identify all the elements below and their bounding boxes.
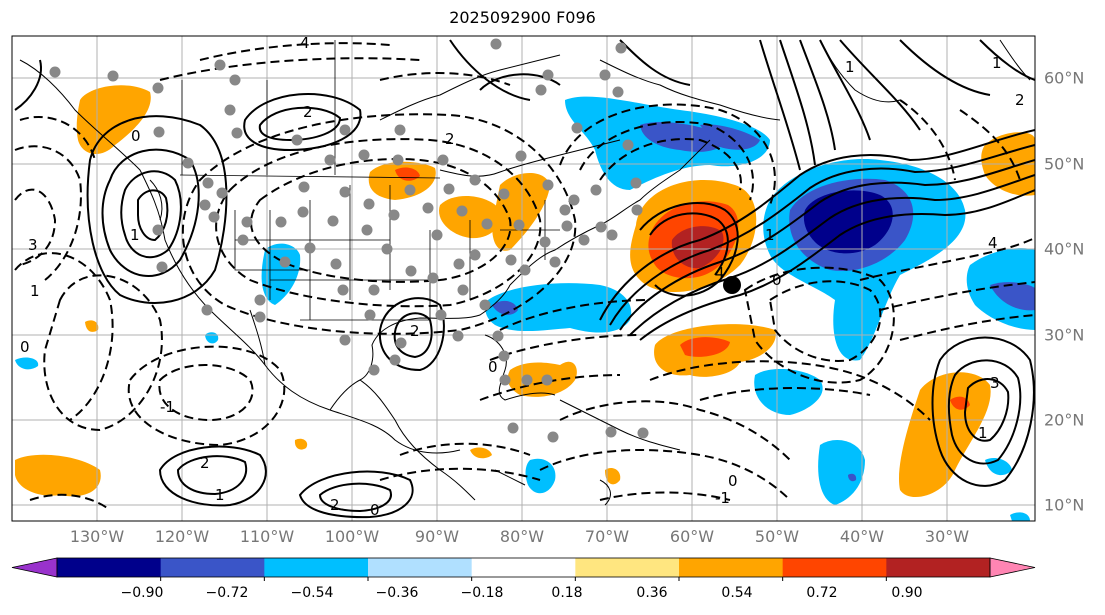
contour-label: 1 — [215, 486, 225, 504]
colorbar-tick: 0.36 — [636, 585, 668, 601]
colorbar — [11, 557, 1036, 581]
contour-label: 1 — [30, 282, 40, 300]
very-strong-negative-anomaly-region — [803, 190, 893, 254]
contour-label: 2 — [1015, 91, 1025, 109]
contour-label: 1 — [130, 226, 140, 244]
lon-label: 40°W — [839, 527, 885, 546]
colorbar-tick: 0.54 — [721, 585, 753, 601]
colorbar-outline — [56, 557, 991, 578]
lon-label: 70°W — [584, 527, 630, 546]
contour-label: 4 — [300, 34, 310, 52]
lat-label: 50°N — [1044, 154, 1085, 174]
lat-label: 20°N — [1044, 410, 1085, 430]
contour-label: 1 — [845, 58, 855, 76]
map-title: 2025092900 F096 — [449, 8, 596, 27]
colorbar-bin — [57, 558, 162, 577]
colorbar-bin — [679, 558, 784, 577]
contour-label: 2 — [445, 130, 455, 148]
colorbar-tick: −0.90 — [120, 585, 164, 601]
station-markers — [49, 38, 649, 443]
contour-label: 0 — [131, 127, 141, 145]
contour-label: 1 — [765, 226, 775, 244]
contour-label: 4 — [988, 234, 998, 252]
colorbar-tick: −0.36 — [375, 585, 419, 601]
contour-label: 3 — [28, 236, 38, 254]
colorbar-tick: 0.72 — [806, 585, 838, 601]
colorbar-tick: 0.90 — [891, 585, 923, 601]
lon-label: 50°W — [754, 527, 800, 546]
contour-label: 2 — [410, 322, 420, 340]
colorbar-bin — [886, 558, 991, 577]
lon-label: 60°W — [669, 527, 715, 546]
contour-label: 1 — [992, 54, 1002, 72]
colorbar-tick: −0.18 — [460, 585, 504, 601]
colorbar-tick: −0.72 — [205, 585, 249, 601]
lon-label: 90°W — [414, 527, 460, 546]
lon-label: 80°W — [499, 527, 545, 546]
colorbar-bin — [160, 558, 265, 577]
lon-label: 130°W — [69, 527, 125, 546]
lon-label: 120°W — [154, 527, 210, 546]
lat-label: 60°N — [1044, 68, 1085, 88]
contour-label: 2 — [303, 103, 313, 121]
lat-label: 30°N — [1044, 325, 1085, 345]
contour-label: 2 — [330, 496, 340, 514]
colorbar-bin — [368, 558, 473, 577]
lon-label: 110°W — [239, 527, 295, 546]
contour-label: 0 — [728, 472, 738, 490]
political-borders — [179, 40, 560, 321]
lon-label: 30°W — [924, 527, 970, 546]
contour-label: 0 — [20, 338, 30, 356]
contour-label: -1 — [160, 398, 175, 416]
colorbar-extend-max — [989, 557, 1036, 578]
contour-label: 0 — [488, 358, 498, 376]
colorbar-bin — [264, 558, 369, 577]
cyclone-center-marker — [723, 276, 741, 294]
colorbar-bin — [782, 558, 887, 577]
anomaly-shading — [15, 85, 1035, 521]
contour-labels: 0 1 2 2 3 4 0 1 2 1 2 0 -1 4 0 1 2 3 0 -… — [20, 34, 1025, 519]
contour-label: 4 — [715, 264, 725, 282]
lat-label: 10°N — [1044, 495, 1085, 515]
colorbar-tick: 0.18 — [551, 585, 583, 601]
colorbar-bin — [471, 558, 576, 577]
lon-label: 100°W — [324, 527, 380, 546]
lat-label: 40°N — [1044, 239, 1085, 259]
contour-label: 2 — [200, 454, 210, 472]
contour-label: 0 — [370, 501, 380, 519]
colorbar-bin — [575, 558, 680, 577]
contour-label: 3 — [990, 374, 1000, 392]
colorbar-tick: −0.54 — [290, 585, 334, 601]
map-frame — [11, 35, 1036, 522]
lat-lon-grid — [12, 36, 1035, 521]
contour-label: -1 — [715, 489, 730, 507]
contour-label: 1 — [978, 424, 988, 442]
colorbar-extend-min — [11, 557, 58, 578]
contour-label: 0 — [772, 271, 782, 289]
